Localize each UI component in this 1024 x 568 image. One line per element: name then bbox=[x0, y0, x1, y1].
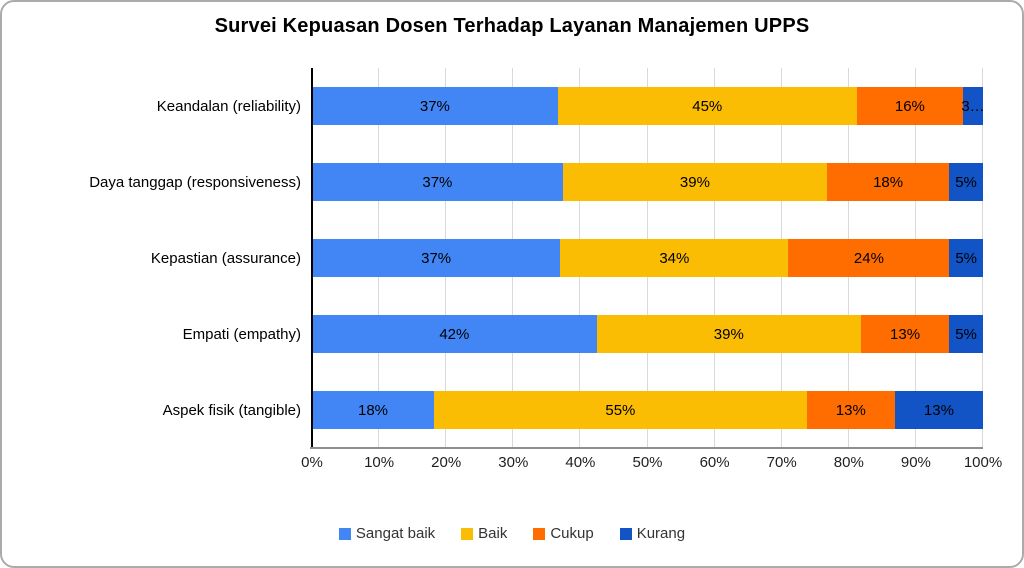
bar-segment-baik: 55% bbox=[434, 391, 807, 429]
bar-segment-cukup: 24% bbox=[788, 239, 950, 277]
bar-segment-kurang: 5% bbox=[949, 163, 983, 201]
segment-label: 34% bbox=[659, 249, 690, 267]
segment-label: 55% bbox=[605, 401, 636, 419]
legend-label: Kurang bbox=[636, 525, 686, 542]
bar-rows: 37% 45% 16% 3… 37% 39% 18% 5% 37% 34% 24% 5% 42% 39% 1… bbox=[312, 68, 985, 448]
bar-segment-cukup: 18% bbox=[827, 163, 950, 201]
bar-segment-cukup: 13% bbox=[860, 315, 950, 353]
stacked-bar: 37% 39% 18% 5% bbox=[312, 163, 983, 201]
segment-label: 5% bbox=[955, 325, 977, 343]
x-tick-label: 50% bbox=[632, 454, 663, 471]
segment-label: 24% bbox=[853, 249, 884, 267]
legend-item-baik: Baik bbox=[461, 525, 507, 542]
bar-segment-baik: 39% bbox=[596, 315, 861, 353]
x-axis-line bbox=[310, 447, 983, 449]
bar-segment-baik: 34% bbox=[560, 239, 789, 277]
bar-segment-baik: 39% bbox=[562, 163, 828, 201]
legend-label: Baik bbox=[478, 525, 508, 542]
segment-label: 16% bbox=[894, 97, 925, 115]
bar-segment-cukup: 16% bbox=[856, 87, 964, 125]
bar-segment-baik: 45% bbox=[557, 87, 857, 125]
bar-segment-kurang: 13% bbox=[894, 391, 983, 429]
bar-segment-sangat-baik: 37% bbox=[312, 87, 558, 125]
segment-label: 45% bbox=[692, 97, 723, 115]
category-label: Kepastian (assurance) bbox=[150, 249, 301, 267]
stacked-bar: 37% 45% 16% 3… bbox=[312, 87, 985, 125]
legend-label: Sangat baik bbox=[355, 525, 436, 542]
bar-segment-sangat-baik: 42% bbox=[312, 315, 597, 353]
legend-swatch bbox=[533, 527, 546, 540]
legend-swatch bbox=[338, 527, 351, 540]
x-axis-ticks: 0% 10% 20% 30% 40% 50% 60% 70% 80% 90% 100% bbox=[301, 454, 1002, 474]
segment-label: 39% bbox=[713, 325, 744, 343]
segment-label: 3… bbox=[961, 97, 985, 115]
legend-swatch bbox=[461, 527, 474, 540]
bar-segment-sangat-baik: 18% bbox=[312, 391, 434, 429]
x-tick-label: 70% bbox=[766, 454, 797, 471]
bar-segment-kurang: 3… bbox=[961, 87, 985, 125]
bar-segment-cukup: 13% bbox=[806, 391, 895, 429]
category-label: Keandalan (reliability) bbox=[156, 97, 301, 115]
segment-label: 5% bbox=[955, 249, 978, 267]
bar-segment-kurang: 5% bbox=[949, 315, 983, 353]
stacked-bar: 37% 34% 24% 5% bbox=[312, 239, 983, 277]
bar-row: 37% 34% 24% 5% bbox=[312, 220, 983, 296]
x-tick-label: 90% bbox=[900, 454, 931, 471]
x-tick-label: 60% bbox=[699, 454, 730, 471]
segment-label: 5% bbox=[955, 173, 977, 191]
legend-item-kurang: Kurang bbox=[619, 525, 686, 542]
legend: Sangat baik Baik Cukup Kurang bbox=[2, 525, 1022, 542]
category-label: Empati (empathy) bbox=[182, 325, 301, 343]
x-tick-label: 40% bbox=[565, 454, 596, 471]
x-tick-label: 80% bbox=[833, 454, 864, 471]
bar-row: 42% 39% 13% 5% bbox=[312, 296, 983, 372]
bar-row: 18% 55% 13% 13% bbox=[312, 372, 983, 448]
category-axis: Keandalan (reliability) Daya tanggap (res… bbox=[2, 68, 301, 448]
legend-label: Cukup bbox=[550, 525, 594, 542]
segment-label: 18% bbox=[357, 401, 389, 419]
segment-label: 37% bbox=[422, 173, 453, 191]
y-axis-line bbox=[311, 68, 313, 448]
stacked-bar: 42% 39% 13% 5% bbox=[312, 315, 983, 353]
segment-label: 37% bbox=[421, 249, 452, 267]
plot-area: 37% 45% 16% 3… 37% 39% 18% 5% 37% 34% 24% 5% 42% 39% 1… bbox=[310, 68, 985, 449]
segment-label: 13% bbox=[923, 401, 954, 419]
bar-segment-sangat-baik: 37% bbox=[312, 163, 563, 201]
chart-title: Survei Kepuasan Dosen Terhadap Layanan M… bbox=[214, 15, 810, 37]
category-label: Aspek fisik (tangible) bbox=[162, 401, 301, 419]
bar-segment-kurang: 5% bbox=[949, 239, 983, 277]
segment-label: 37% bbox=[419, 97, 450, 115]
x-tick-label: 100% bbox=[963, 454, 1003, 471]
bar-row: 37% 45% 16% 3… bbox=[312, 68, 985, 144]
legend-item-sangat-baik: Sangat baik bbox=[338, 525, 436, 542]
legend-swatch bbox=[619, 527, 632, 540]
category-label: Daya tanggap (responsiveness) bbox=[89, 173, 301, 191]
x-tick-label: 10% bbox=[364, 454, 395, 471]
legend-item-cukup: Cukup bbox=[533, 525, 594, 542]
segment-label: 13% bbox=[890, 325, 921, 343]
segment-label: 13% bbox=[835, 401, 866, 419]
segment-label: 42% bbox=[439, 325, 470, 343]
x-tick-label: 30% bbox=[498, 454, 529, 471]
stacked-bar: 18% 55% 13% 13% bbox=[312, 391, 983, 429]
bar-segment-sangat-baik: 37% bbox=[312, 239, 561, 277]
segment-label: 39% bbox=[679, 173, 710, 191]
x-tick-label: 20% bbox=[431, 454, 462, 471]
x-tick-label: 0% bbox=[301, 454, 323, 471]
segment-label: 18% bbox=[873, 173, 904, 191]
bar-row: 37% 39% 18% 5% bbox=[312, 144, 983, 220]
